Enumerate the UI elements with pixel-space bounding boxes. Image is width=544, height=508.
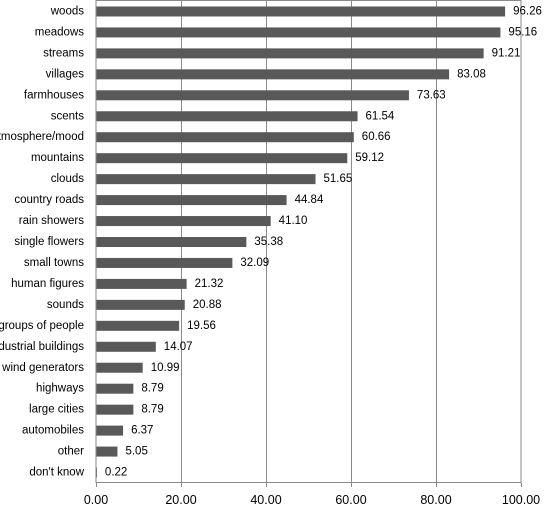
x-axis-tick-labels: 0.00 20.00 40.00 60.00 80.00 100.00: [84, 483, 540, 507]
category-label: large cities: [29, 404, 84, 416]
data-label: 14.07: [164, 341, 193, 353]
x-tick-label: 60.00: [335, 493, 366, 507]
bar: [96, 425, 124, 436]
bar: [96, 278, 187, 289]
bar: [96, 174, 316, 185]
bar: [96, 341, 156, 352]
data-label: 91.21: [492, 47, 521, 59]
category-label: mountains: [31, 152, 84, 164]
x-tick-label: 80.00: [420, 493, 451, 507]
data-label: 5.05: [125, 446, 147, 458]
category-label: woods: [50, 6, 84, 18]
data-label: 73.63: [417, 89, 446, 101]
bar: [96, 237, 247, 247]
data-label: 10.99: [151, 362, 180, 374]
bar: [96, 446, 118, 457]
plot-area-border: [95, 0, 522, 483]
category-label: rain showers: [19, 215, 84, 227]
x-tick-label: 0.00: [84, 493, 108, 507]
category-label: wind generators: [1, 362, 84, 374]
bar: [96, 153, 348, 164]
x-tick-label: 40.00: [250, 493, 281, 507]
data-label: 6.37: [131, 425, 153, 437]
data-label: 19.56: [187, 320, 216, 332]
bar: [96, 6, 506, 17]
data-label: 44.84: [295, 194, 324, 206]
x-tick-label: 100.00: [502, 493, 540, 507]
bar: [96, 299, 185, 310]
category-label: meadows: [35, 26, 84, 38]
category-label: other: [58, 446, 84, 458]
value-labels: 96.26 95.16 91.21 83.08 73.63 61.54 60.66 59.12…: [105, 6, 542, 479]
bar: [96, 27, 501, 38]
bar: [96, 48, 484, 59]
category-label: automobiles: [22, 425, 84, 437]
data-label: 20.88: [193, 299, 222, 311]
bar: [96, 90, 409, 101]
x-tick-label: 20.00: [165, 493, 196, 507]
category-label: groups of people: [0, 320, 84, 332]
bar: [96, 404, 134, 415]
data-label: 0.22: [105, 467, 127, 479]
bar: [96, 132, 354, 143]
category-labels: woods meadows streams villages farmhouses sce…: [0, 6, 85, 479]
bar: [96, 195, 287, 206]
data-label: 32.09: [240, 257, 269, 269]
bar: [96, 257, 233, 268]
category-label: villages: [46, 68, 85, 80]
category-label: scents: [51, 110, 84, 122]
category-label: atmosphere/mood: [0, 131, 84, 143]
data-label: 83.08: [457, 68, 486, 80]
data-label: 61.54: [366, 110, 395, 122]
data-label: 96.26: [513, 6, 542, 18]
bar: [96, 111, 358, 122]
category-label: clouds: [51, 173, 84, 185]
category-label: country roads: [14, 194, 84, 206]
bar: [96, 362, 143, 373]
bar: [96, 320, 180, 331]
category-label: human figures: [11, 278, 84, 290]
data-label: 35.38: [254, 236, 283, 248]
data-label: 51.65: [324, 173, 353, 185]
data-label: 60.66: [362, 131, 391, 143]
category-label: streams: [43, 47, 84, 59]
bar: [96, 69, 450, 80]
category-label: sounds: [47, 299, 84, 311]
data-label: 21.32: [195, 278, 224, 290]
data-label: 59.12: [355, 152, 384, 164]
category-label: single flowers: [14, 236, 84, 248]
category-label: don't know: [29, 467, 84, 479]
data-label: 95.16: [508, 26, 537, 38]
bars: [96, 6, 506, 478]
data-label: 8.79: [141, 404, 163, 416]
category-label: industrial buildings: [0, 341, 84, 353]
bar: [96, 383, 134, 394]
data-label: 8.79: [141, 383, 163, 395]
category-label: highways: [36, 383, 84, 395]
data-label: 41.10: [279, 215, 308, 227]
category-label: farmhouses: [24, 89, 84, 101]
bar: [96, 216, 271, 227]
category-label: small towns: [24, 257, 84, 269]
